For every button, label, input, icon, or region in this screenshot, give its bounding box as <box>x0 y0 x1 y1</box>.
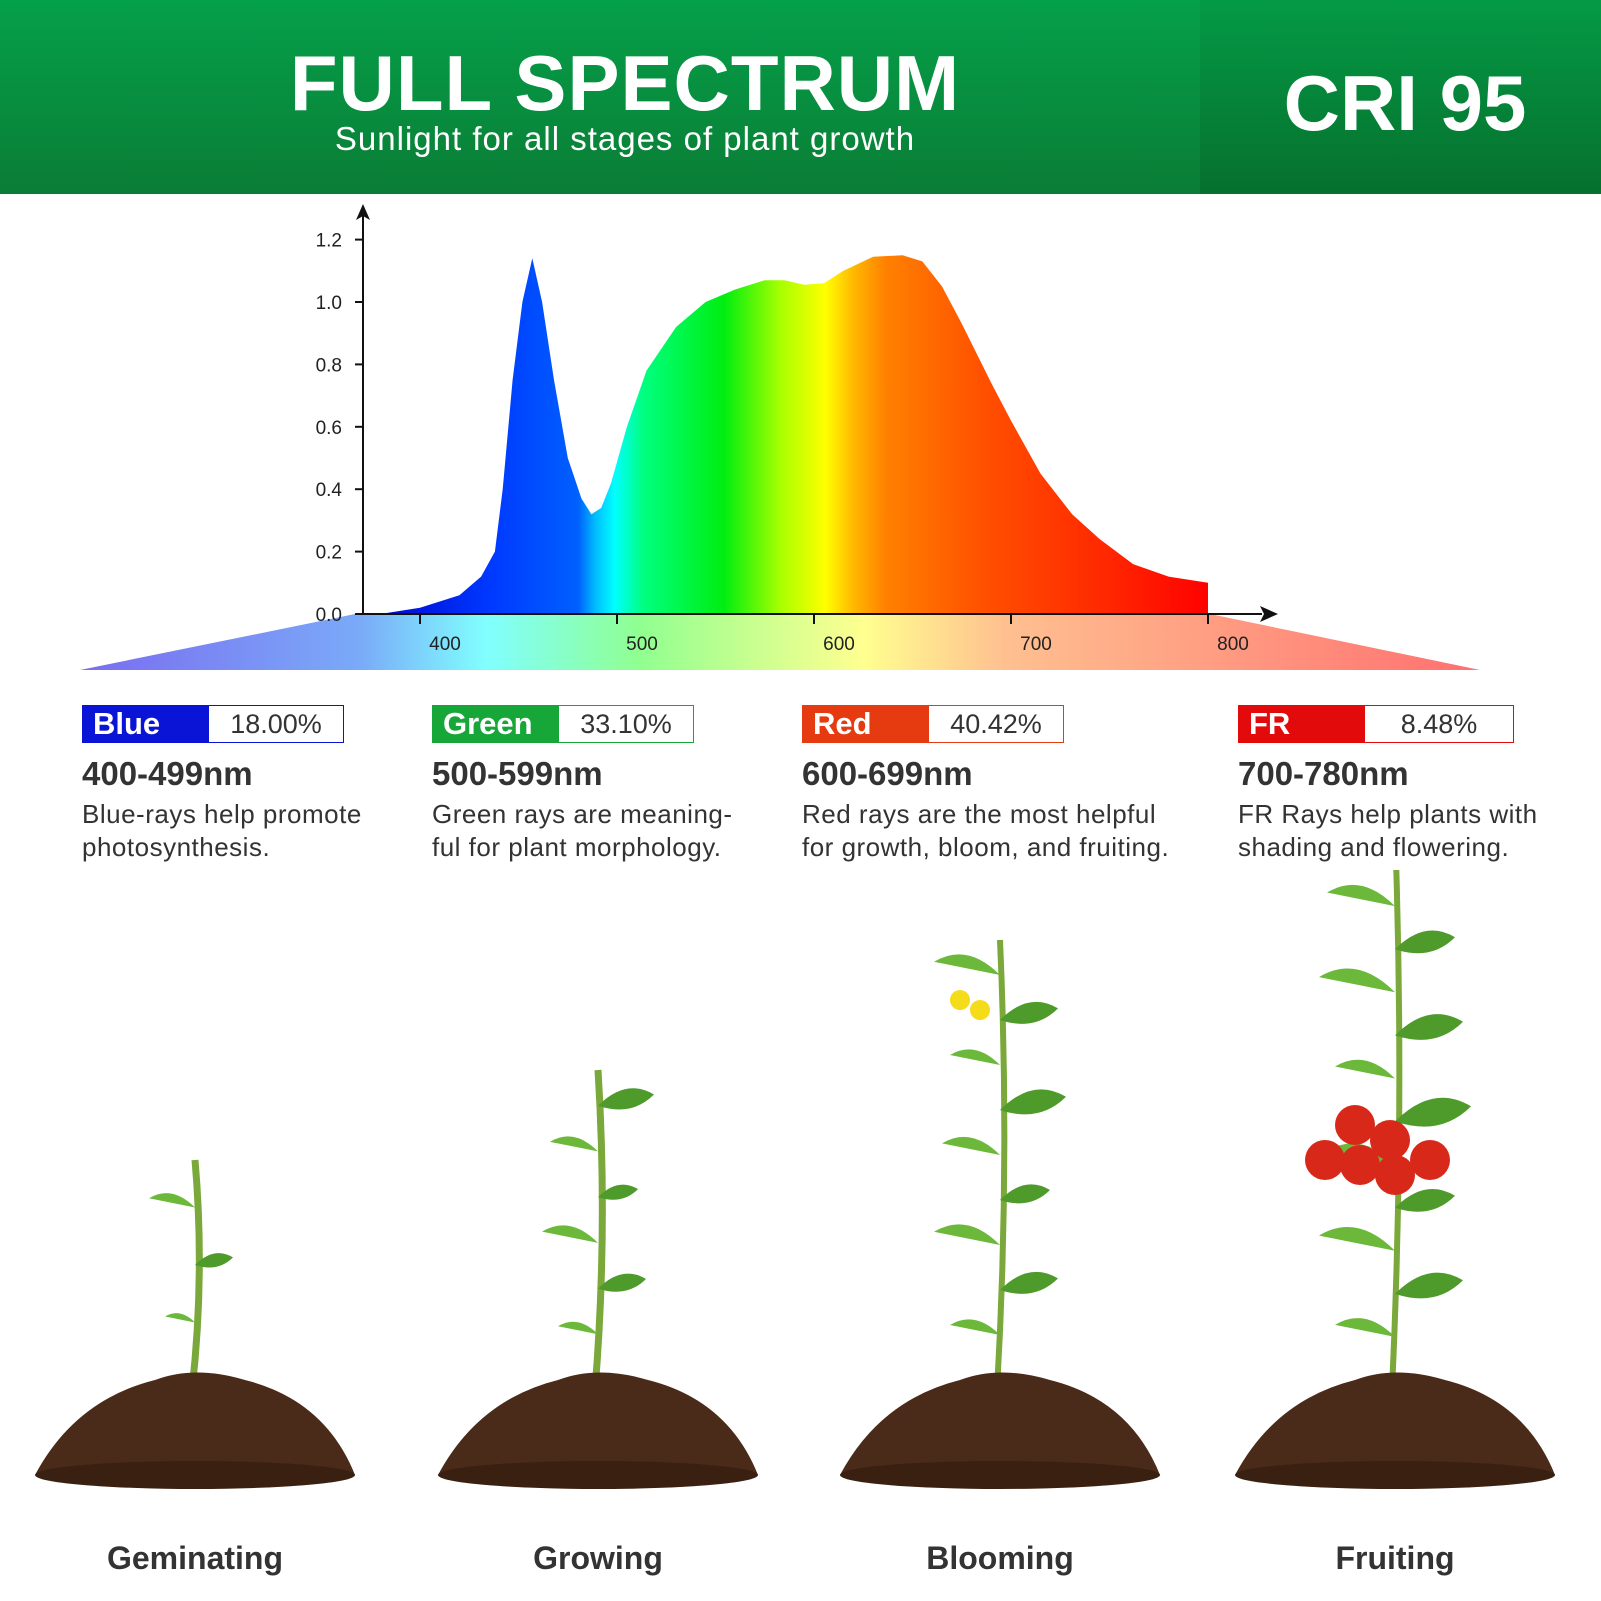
band-description-line: shading and flowering. <box>1238 832 1510 862</box>
band-description: Blue-rays help promote photosynthesis. <box>82 798 362 864</box>
stage-label: Growing <box>533 1540 663 1576</box>
y-axis-arrow <box>356 204 370 220</box>
band-percent: 33.10% <box>559 706 693 742</box>
x-tick-label: 600 <box>823 634 855 655</box>
band-description: Red rays are the most helpful for growth,… <box>802 798 1169 864</box>
soil-mound <box>840 1372 1160 1475</box>
band-description-line: FR Rays help plants with <box>1238 799 1538 829</box>
band-description-line: Green rays are meaning- <box>432 799 733 829</box>
band-name: Green <box>433 706 559 742</box>
plant-fruiting <box>1235 870 1555 1489</box>
band-description-line: ful for plant morphology. <box>432 832 722 862</box>
page-subtitle: Sunlight for all stages of plant growth <box>334 120 916 157</box>
band-range: 700-780nm <box>1238 755 1409 792</box>
x-axis-arrow <box>1260 606 1278 622</box>
band-range: 400-499nm <box>82 755 253 792</box>
y-tick-label: 0.8 <box>316 355 342 376</box>
y-tick-label: 0.4 <box>316 480 343 501</box>
y-tick-label: 1.0 <box>316 293 342 314</box>
x-tick-label: 400 <box>429 634 461 655</box>
band-range: 600-699nm <box>802 755 973 792</box>
y-tick-label: 0.6 <box>316 418 342 439</box>
plant-stages-illustration <box>35 870 1555 1489</box>
band-percent: 8.48% <box>1365 706 1513 742</box>
plant-blooming <box>840 939 1160 1489</box>
band-name: FR <box>1239 706 1365 742</box>
band-description-line: Blue-rays help promote <box>82 799 362 829</box>
band-description: FR Rays help plants with shading and flow… <box>1238 798 1538 864</box>
y-tick-label: 0.2 <box>316 543 342 564</box>
spectrum-chart: 0.0 0.2 0.4 0.6 0.8 1.0 1.2 400 500 600 700 800 <box>80 204 1480 670</box>
stage-label: Blooming <box>926 1540 1074 1576</box>
band-range: 500-599nm <box>432 755 603 792</box>
soil-mound <box>438 1372 758 1475</box>
plant-growing <box>438 1069 758 1489</box>
plant-geminating <box>35 1159 355 1489</box>
y-tick-label: 1.2 <box>316 231 342 252</box>
band-badge-fr: FR 8.48% <box>1238 705 1514 743</box>
spectrum-band <box>80 614 1480 670</box>
band-description-line: photosynthesis. <box>82 832 271 862</box>
spectrum-area <box>380 255 1209 614</box>
stage-label: Fruiting <box>1335 1540 1455 1576</box>
x-tick-label: 500 <box>626 634 658 655</box>
band-badge-green: Green 33.10% <box>432 705 694 743</box>
soil-mound <box>1235 1372 1555 1475</box>
cri-panel <box>1200 0 1601 194</box>
band-percent: 40.42% <box>929 706 1063 742</box>
band-badge-red: Red 40.42% <box>802 705 1064 743</box>
band-badge-blue: Blue 18.00% <box>82 705 344 743</box>
soil-mound <box>35 1372 355 1475</box>
stage-label: Geminating <box>106 1540 283 1576</box>
x-tick-label: 700 <box>1020 634 1052 655</box>
y-tick-label: 0.0 <box>316 605 342 626</box>
band-description-line: Red rays are the most helpful <box>802 799 1157 829</box>
page-title: FULL SPECTRUM <box>289 39 961 127</box>
band-percent: 18.00% <box>209 706 343 742</box>
band-description-line: for growth, bloom, and fruiting. <box>802 832 1170 862</box>
band-name: Red <box>803 706 929 742</box>
cri-value: CRI 95 <box>1283 59 1527 147</box>
band-name: Blue <box>83 706 209 742</box>
x-tick-label: 800 <box>1217 634 1249 655</box>
band-description: Green rays are meaning-ful for plant mor… <box>432 798 733 864</box>
